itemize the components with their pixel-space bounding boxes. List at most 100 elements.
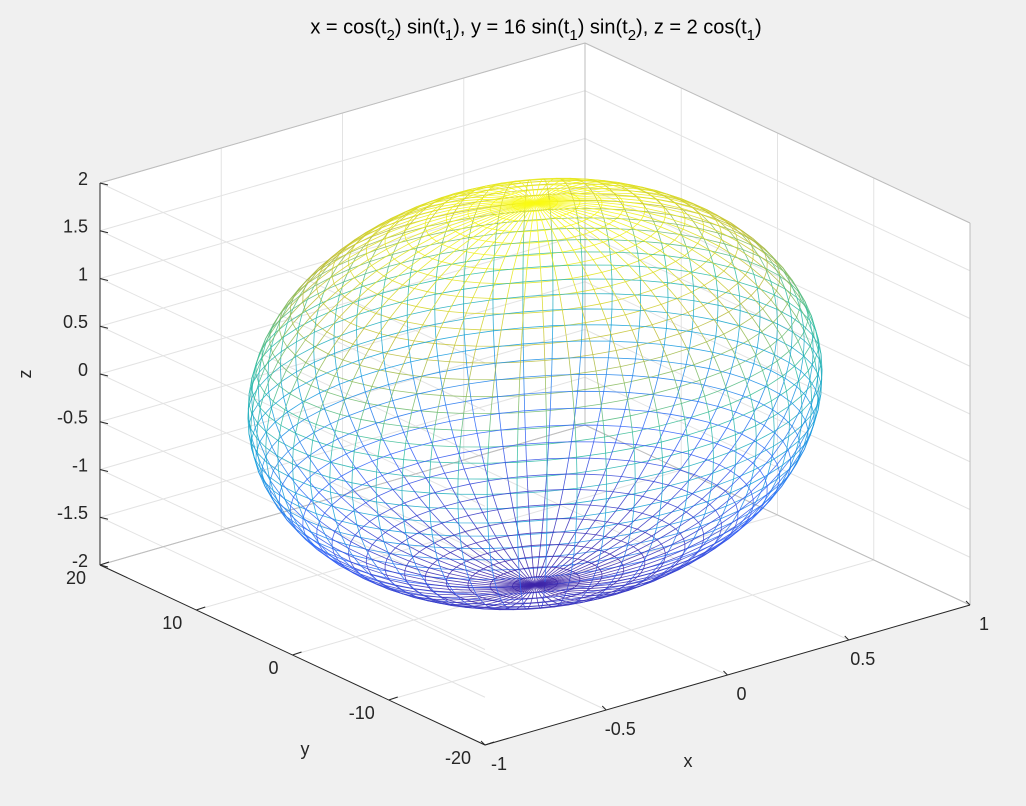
mesh-segment — [597, 558, 619, 568]
mesh-segment — [510, 220, 519, 232]
mesh-segment — [796, 370, 802, 387]
mesh-segment — [542, 184, 547, 190]
mesh-segment — [565, 238, 574, 251]
mesh-segment — [651, 324, 660, 341]
mesh-segment — [608, 584, 627, 588]
mesh-segment — [637, 326, 640, 343]
mesh-segment — [779, 272, 792, 286]
mesh-segment — [751, 317, 763, 332]
mesh-segment — [294, 339, 306, 356]
box-edge — [584, 424, 971, 606]
mesh-segment — [738, 325, 749, 341]
mesh-segment — [555, 204, 577, 209]
mesh-segment — [735, 234, 752, 244]
mesh-segment — [779, 275, 786, 290]
mesh-segment — [708, 411, 712, 428]
mesh-segment — [657, 231, 662, 244]
mesh-segment — [447, 215, 469, 224]
mesh-segment — [750, 477, 766, 492]
mesh-segment — [725, 388, 731, 404]
mesh-segment — [255, 358, 263, 374]
mesh-segment — [490, 582, 513, 586]
mesh-segment — [589, 187, 595, 194]
mesh-segment — [368, 333, 380, 350]
mesh-segment — [575, 519, 584, 533]
mesh-segment — [345, 381, 353, 399]
mesh-segment — [635, 427, 643, 445]
mesh-segment — [547, 188, 550, 195]
mesh-segment — [377, 515, 381, 530]
mesh-segment — [488, 194, 504, 198]
mesh-segment — [497, 576, 517, 582]
mesh-segment — [522, 297, 525, 314]
mesh-segment — [637, 223, 657, 232]
mesh-segment — [497, 596, 511, 602]
mesh-segment — [443, 538, 459, 550]
mesh-segment — [324, 512, 340, 525]
mesh-segment — [380, 423, 385, 441]
mesh-segment — [613, 182, 622, 187]
mesh-segment — [615, 590, 629, 594]
mesh-segment — [685, 498, 703, 513]
mesh-segment — [653, 377, 659, 395]
mesh-segment — [776, 477, 788, 491]
mesh-segment — [484, 605, 494, 608]
mesh-segment — [581, 220, 598, 230]
mesh-segment — [313, 332, 315, 348]
mesh-segment — [449, 421, 455, 438]
mesh-segment — [598, 538, 614, 551]
mesh-segment — [472, 346, 477, 363]
mesh-segment — [460, 595, 479, 598]
mesh-segment — [731, 227, 747, 237]
mesh-segment — [480, 195, 485, 202]
mesh-segment — [510, 193, 524, 199]
mesh-segment — [623, 564, 645, 572]
mesh-segment — [627, 264, 641, 278]
mesh-segment — [493, 564, 508, 573]
mesh-segment — [723, 530, 739, 542]
mesh-segment — [295, 356, 297, 372]
mesh-segment — [520, 329, 523, 346]
mesh-segment — [693, 459, 707, 475]
mesh-segment — [496, 208, 517, 217]
mesh-segment — [297, 317, 311, 333]
mesh-segment — [449, 345, 456, 362]
mesh-segment — [746, 235, 761, 247]
mesh-segment — [488, 186, 494, 191]
mesh-segment — [683, 527, 703, 540]
mesh-segment — [503, 573, 520, 581]
mesh-segment — [367, 248, 387, 261]
mesh-segment — [715, 497, 732, 511]
mesh-segment — [750, 243, 766, 255]
mesh-segment — [779, 467, 791, 482]
mesh-segment — [615, 252, 629, 266]
mesh-segment — [497, 199, 517, 202]
mesh-segment — [655, 430, 664, 448]
mesh-segment — [740, 303, 753, 318]
mesh-segment — [321, 447, 332, 463]
mesh-segment — [483, 241, 495, 255]
mesh-segment — [434, 542, 451, 553]
mesh-segment — [620, 366, 625, 384]
mesh-segment — [326, 538, 335, 550]
mesh-segment — [521, 313, 524, 330]
z-grid-line — [99, 182, 486, 364]
mesh-segment — [708, 487, 712, 502]
mesh-segment — [247, 403, 250, 419]
mesh-segment — [583, 599, 594, 602]
mesh-segment — [791, 279, 800, 294]
mesh-segment — [735, 514, 751, 527]
mesh-segment — [568, 574, 572, 583]
mesh-segment — [415, 291, 428, 307]
mesh-segment — [735, 449, 737, 465]
mesh-segment — [270, 361, 279, 378]
mesh-segment — [605, 357, 609, 375]
mesh-segment — [724, 373, 731, 391]
mesh-segment — [296, 327, 300, 342]
mesh-segment — [266, 416, 270, 433]
mesh-segment — [336, 294, 340, 310]
mesh-segment — [382, 438, 391, 455]
mesh-segment — [657, 528, 676, 541]
mesh-segment — [788, 351, 796, 367]
mesh-segment — [378, 581, 391, 589]
